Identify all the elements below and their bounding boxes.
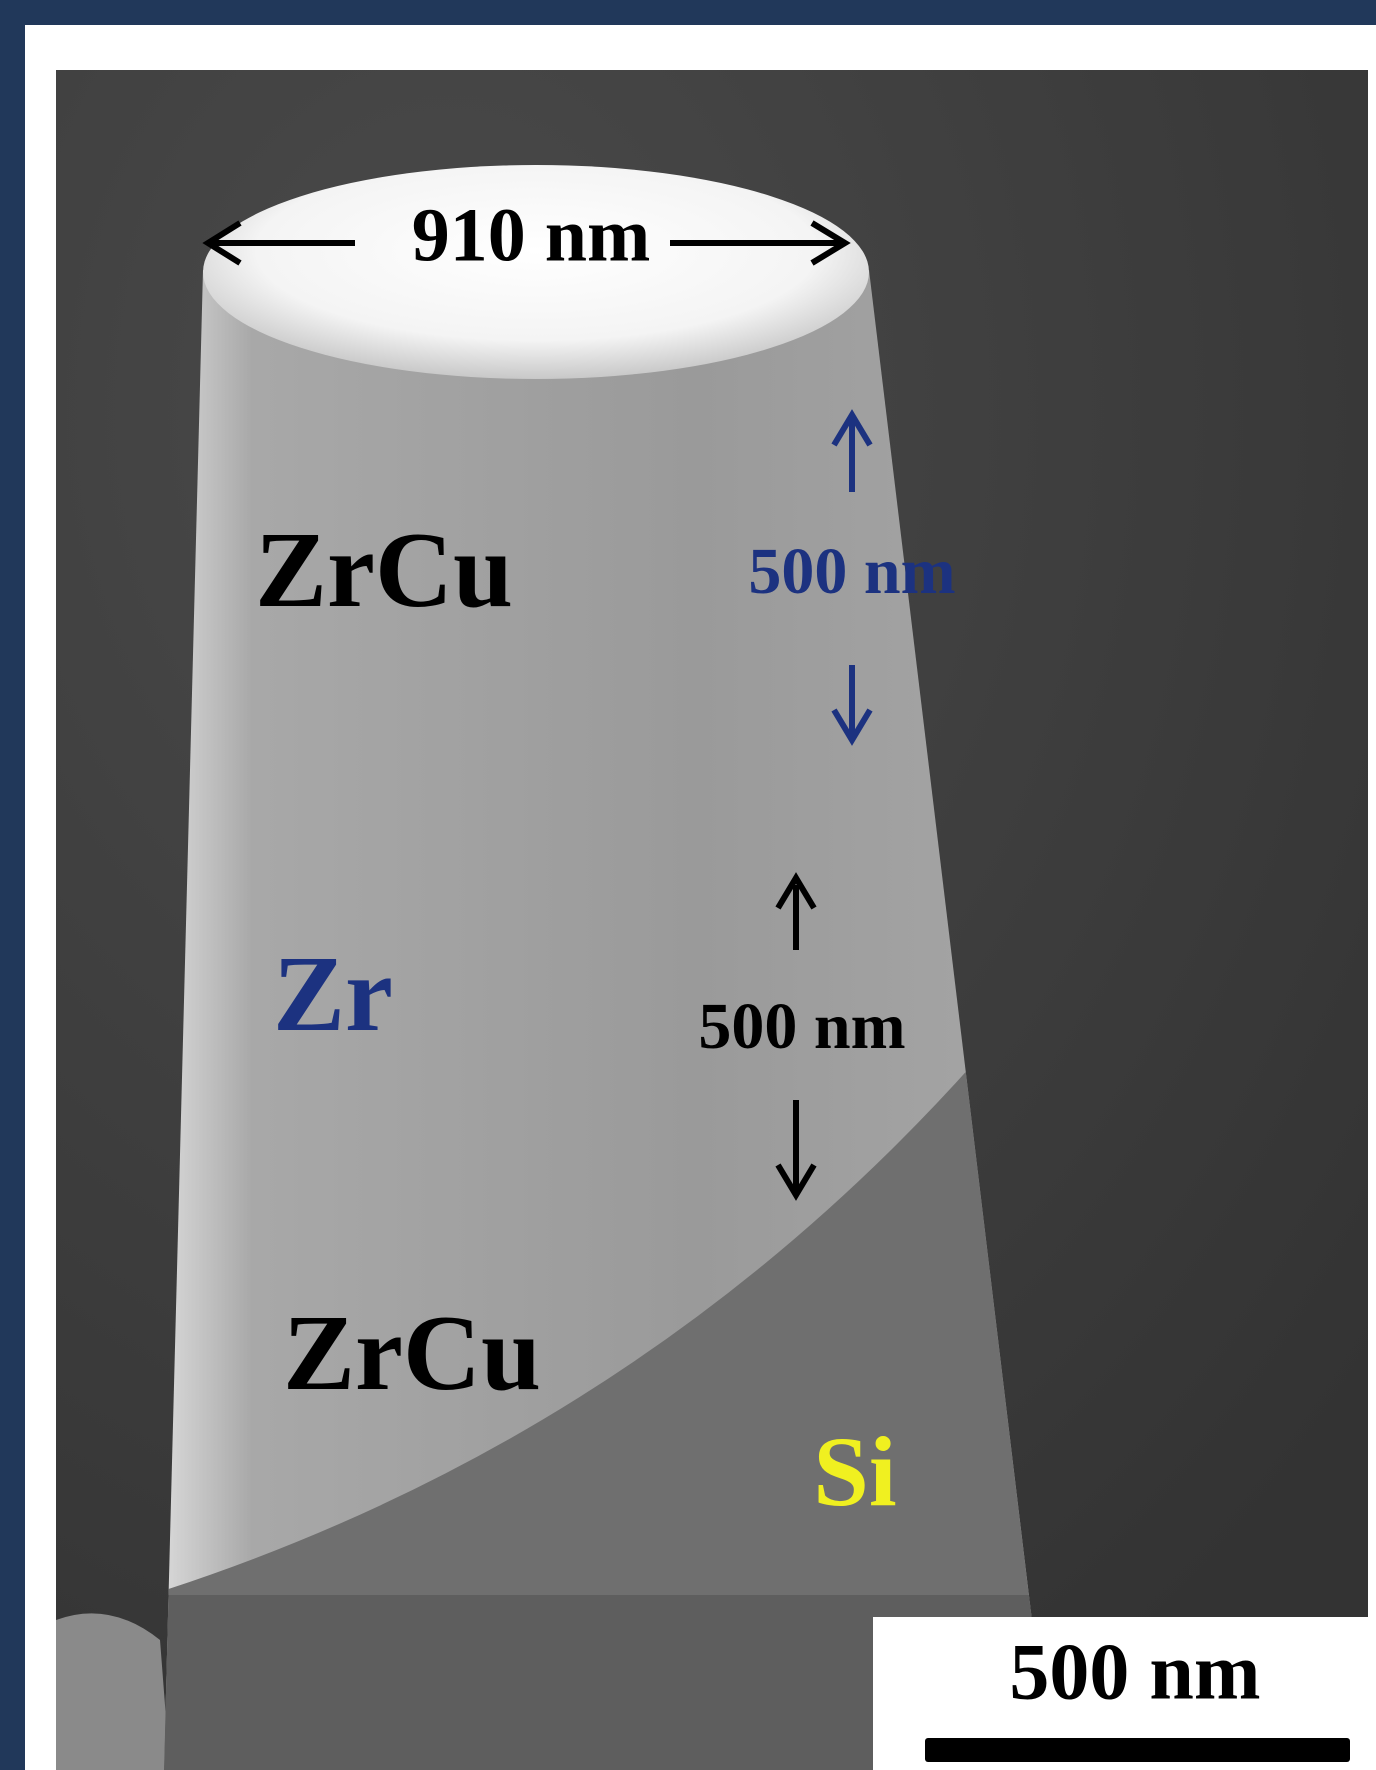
scale-bar [925, 1738, 1350, 1762]
label: 500 nm [748, 535, 955, 608]
label: 910 nm [412, 193, 651, 277]
layer-label: ZrCu [255, 511, 513, 630]
debris [56, 1613, 170, 1770]
scale-bar-label: 500 nm [1009, 1628, 1260, 1716]
layer-label: ZrCu [283, 1294, 541, 1413]
layer-label: Si [813, 1416, 896, 1527]
page: 910 nm ZrCu 500 nm Zr 500 nm ZrCu Si 500… [0, 0, 1376, 1770]
figure: 910 nm ZrCu 500 nm Zr 500 nm ZrCu Si 500… [0, 0, 1376, 1770]
layer-label: Zr [273, 935, 393, 1054]
label: 500 nm [698, 990, 905, 1063]
